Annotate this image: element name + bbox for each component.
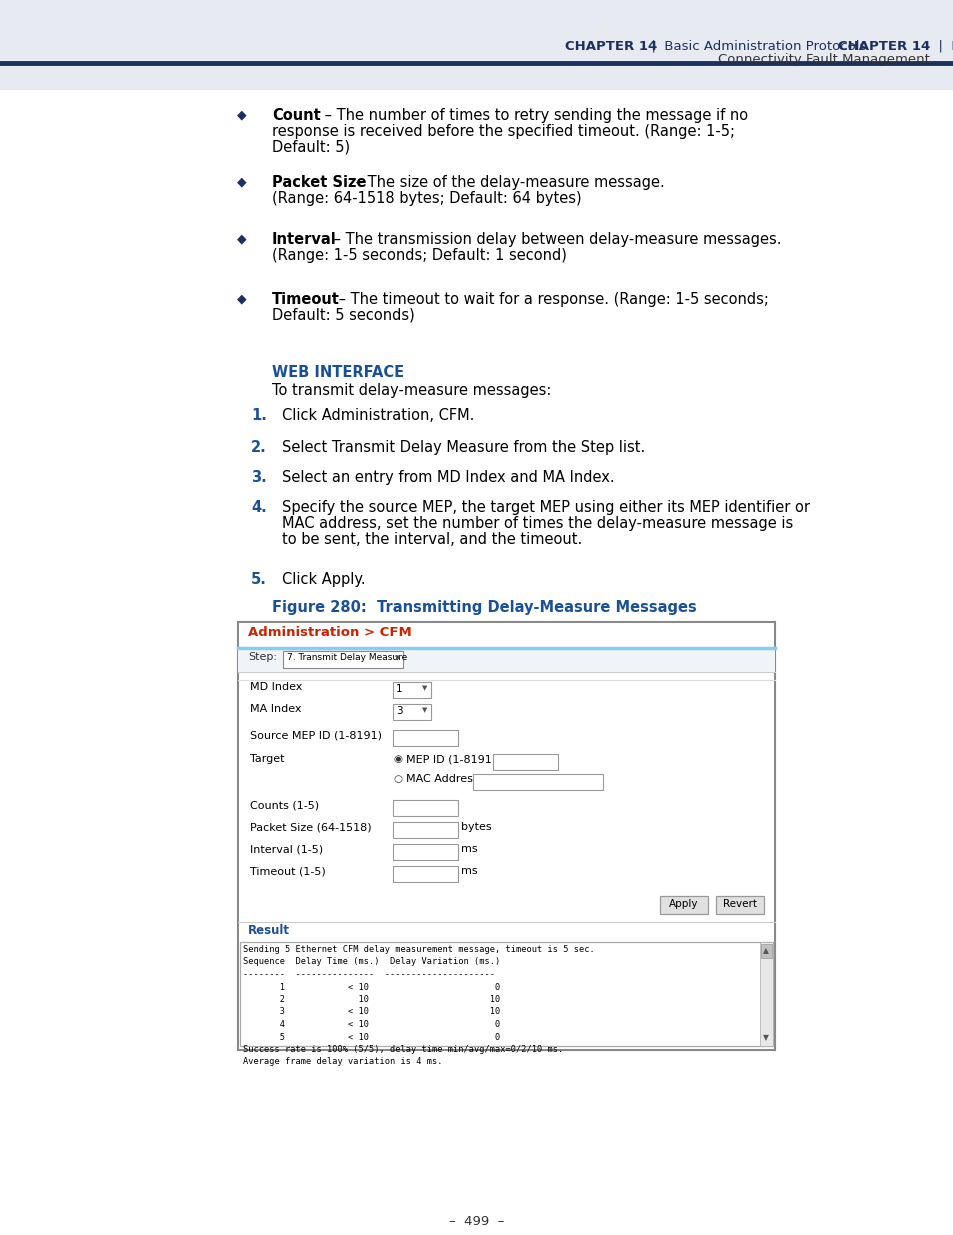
Text: (Range: 1-5 seconds; Default: 1 second): (Range: 1-5 seconds; Default: 1 second) <box>272 248 566 263</box>
Text: Connectivity Fault Management: Connectivity Fault Management <box>718 53 929 67</box>
Text: Revert: Revert <box>722 899 757 909</box>
Text: –  499  –: – 499 – <box>449 1215 504 1228</box>
Text: Select an entry from MD Index and MA Index.: Select an entry from MD Index and MA Ind… <box>282 471 614 485</box>
Text: WEB INTERFACE: WEB INTERFACE <box>272 366 404 380</box>
Text: ◆: ◆ <box>237 107 247 121</box>
Text: ◉: ◉ <box>393 755 401 764</box>
Text: Click Administration, CFM.: Click Administration, CFM. <box>282 408 474 424</box>
Text: Sequence  Delay Time (ms.)  Delay Variation (ms.): Sequence Delay Time (ms.) Delay Variatio… <box>243 957 499 967</box>
Bar <box>0 0 953 90</box>
Text: bytes: bytes <box>460 823 491 832</box>
Text: 1: 1 <box>395 684 402 694</box>
Bar <box>716 897 763 914</box>
Text: Target: Target <box>250 755 284 764</box>
Text: ms: ms <box>460 866 477 876</box>
Text: 4.: 4. <box>251 500 267 515</box>
Bar <box>239 622 773 1049</box>
Text: 2              10                       10: 2 10 10 <box>243 995 499 1004</box>
Text: ◆: ◆ <box>237 232 247 245</box>
Bar <box>393 682 431 698</box>
Text: ○: ○ <box>393 774 401 784</box>
Text: Click Apply.: Click Apply. <box>282 572 365 587</box>
Bar <box>393 844 457 860</box>
Text: – The number of times to retry sending the message if no: – The number of times to retry sending t… <box>319 107 747 124</box>
Bar <box>760 942 772 1046</box>
Text: Select Transmit Delay Measure from the Step list.: Select Transmit Delay Measure from the S… <box>282 440 644 454</box>
Text: 3.: 3. <box>251 471 267 485</box>
Text: Apply: Apply <box>669 899 698 909</box>
Text: Figure 280:  Transmitting Delay-Measure Messages: Figure 280: Transmitting Delay-Measure M… <box>272 600 696 615</box>
Text: – The size of the delay-measure message.: – The size of the delay-measure message. <box>351 175 664 190</box>
Text: 5.: 5. <box>251 572 267 587</box>
Bar <box>760 944 771 958</box>
Text: Default: 5 seconds): Default: 5 seconds) <box>272 308 415 324</box>
Text: ▼: ▼ <box>421 706 427 713</box>
Text: MD Index: MD Index <box>250 682 302 692</box>
Text: ▼: ▼ <box>762 1032 768 1042</box>
Text: Sending 5 Ethernet CFM delay measurement message, timeout is 5 sec.: Sending 5 Ethernet CFM delay measurement… <box>243 945 594 953</box>
Text: Result: Result <box>248 924 290 937</box>
Text: ▼: ▼ <box>421 685 427 692</box>
Text: 3: 3 <box>395 706 402 716</box>
Text: Packet Size: Packet Size <box>272 175 366 190</box>
Text: ◆: ◆ <box>237 291 247 305</box>
Text: ms: ms <box>460 844 477 853</box>
Text: CHAPTER 14: CHAPTER 14 <box>837 40 929 53</box>
Text: Specify the source MEP, the target MEP using either its MEP identifier or: Specify the source MEP, the target MEP u… <box>282 500 809 515</box>
Text: Counts (1-5): Counts (1-5) <box>250 800 319 810</box>
Text: 4            < 10                        0: 4 < 10 0 <box>243 1020 499 1029</box>
Text: 1            < 10                        0: 1 < 10 0 <box>243 983 499 992</box>
Text: 1.: 1. <box>251 408 267 424</box>
Text: ◆: ◆ <box>237 175 247 188</box>
Bar <box>393 823 457 839</box>
Bar <box>393 730 457 746</box>
Text: Average frame delay variation is 4 ms.: Average frame delay variation is 4 ms. <box>243 1057 442 1067</box>
Text: Source MEP ID (1-8191): Source MEP ID (1-8191) <box>250 730 381 740</box>
Text: 2.: 2. <box>251 440 267 454</box>
Text: MAC Address: MAC Address <box>406 774 478 784</box>
Text: |  Basic Administration Protocols: | Basic Administration Protocols <box>642 40 865 53</box>
Text: (Range: 64-1518 bytes; Default: 64 bytes): (Range: 64-1518 bytes; Default: 64 bytes… <box>272 191 581 206</box>
Text: – The timeout to wait for a response. (Range: 1-5 seconds;: – The timeout to wait for a response. (R… <box>334 291 768 308</box>
Text: MA Index: MA Index <box>250 704 301 714</box>
Text: Interval: Interval <box>272 232 336 247</box>
Bar <box>283 651 402 668</box>
Text: response is received before the specified timeout. (Range: 1-5;: response is received before the specifie… <box>272 124 734 140</box>
Text: to be sent, the interval, and the timeout.: to be sent, the interval, and the timeou… <box>282 532 581 547</box>
Text: |  Basic Administration Protocols: | Basic Administration Protocols <box>929 40 953 53</box>
Text: Timeout (1-5): Timeout (1-5) <box>250 866 325 876</box>
Text: ▲: ▲ <box>762 946 768 955</box>
Bar <box>237 622 774 1050</box>
Text: MEP ID (1-8191): MEP ID (1-8191) <box>406 755 496 764</box>
Bar <box>393 800 457 816</box>
Text: --------  ---------------  ---------------------: -------- --------------- ---------------… <box>243 969 495 979</box>
Text: 7. Transmit Delay Measure: 7. Transmit Delay Measure <box>287 653 407 662</box>
Text: Interval (1-5): Interval (1-5) <box>250 844 323 853</box>
Bar <box>237 648 774 672</box>
Text: – The transmission delay between delay-measure messages.: – The transmission delay between delay-m… <box>329 232 781 247</box>
Bar <box>473 774 602 790</box>
Text: Administration > CFM: Administration > CFM <box>248 626 412 638</box>
Bar <box>393 866 457 882</box>
Text: 5            < 10                        0: 5 < 10 0 <box>243 1032 499 1041</box>
Text: 3            < 10                       10: 3 < 10 10 <box>243 1008 499 1016</box>
Bar <box>659 897 707 914</box>
Text: Default: 5): Default: 5) <box>272 140 350 156</box>
Text: ▼: ▼ <box>395 655 400 661</box>
Text: Step:: Step: <box>248 652 276 662</box>
Bar <box>493 755 558 769</box>
Text: CHAPTER 14: CHAPTER 14 <box>564 40 657 53</box>
Text: Timeout: Timeout <box>272 291 339 308</box>
Text: Packet Size (64-1518): Packet Size (64-1518) <box>250 823 372 832</box>
Text: To transmit delay-measure messages:: To transmit delay-measure messages: <box>272 383 551 398</box>
Text: Count: Count <box>272 107 320 124</box>
Text: MAC address, set the number of times the delay-measure message is: MAC address, set the number of times the… <box>282 516 792 531</box>
Bar <box>393 704 431 720</box>
Text: Success rate is 100% (5/5), delay time min/avg/max=0/2/10 ms.: Success rate is 100% (5/5), delay time m… <box>243 1045 562 1053</box>
Bar <box>240 942 772 1046</box>
